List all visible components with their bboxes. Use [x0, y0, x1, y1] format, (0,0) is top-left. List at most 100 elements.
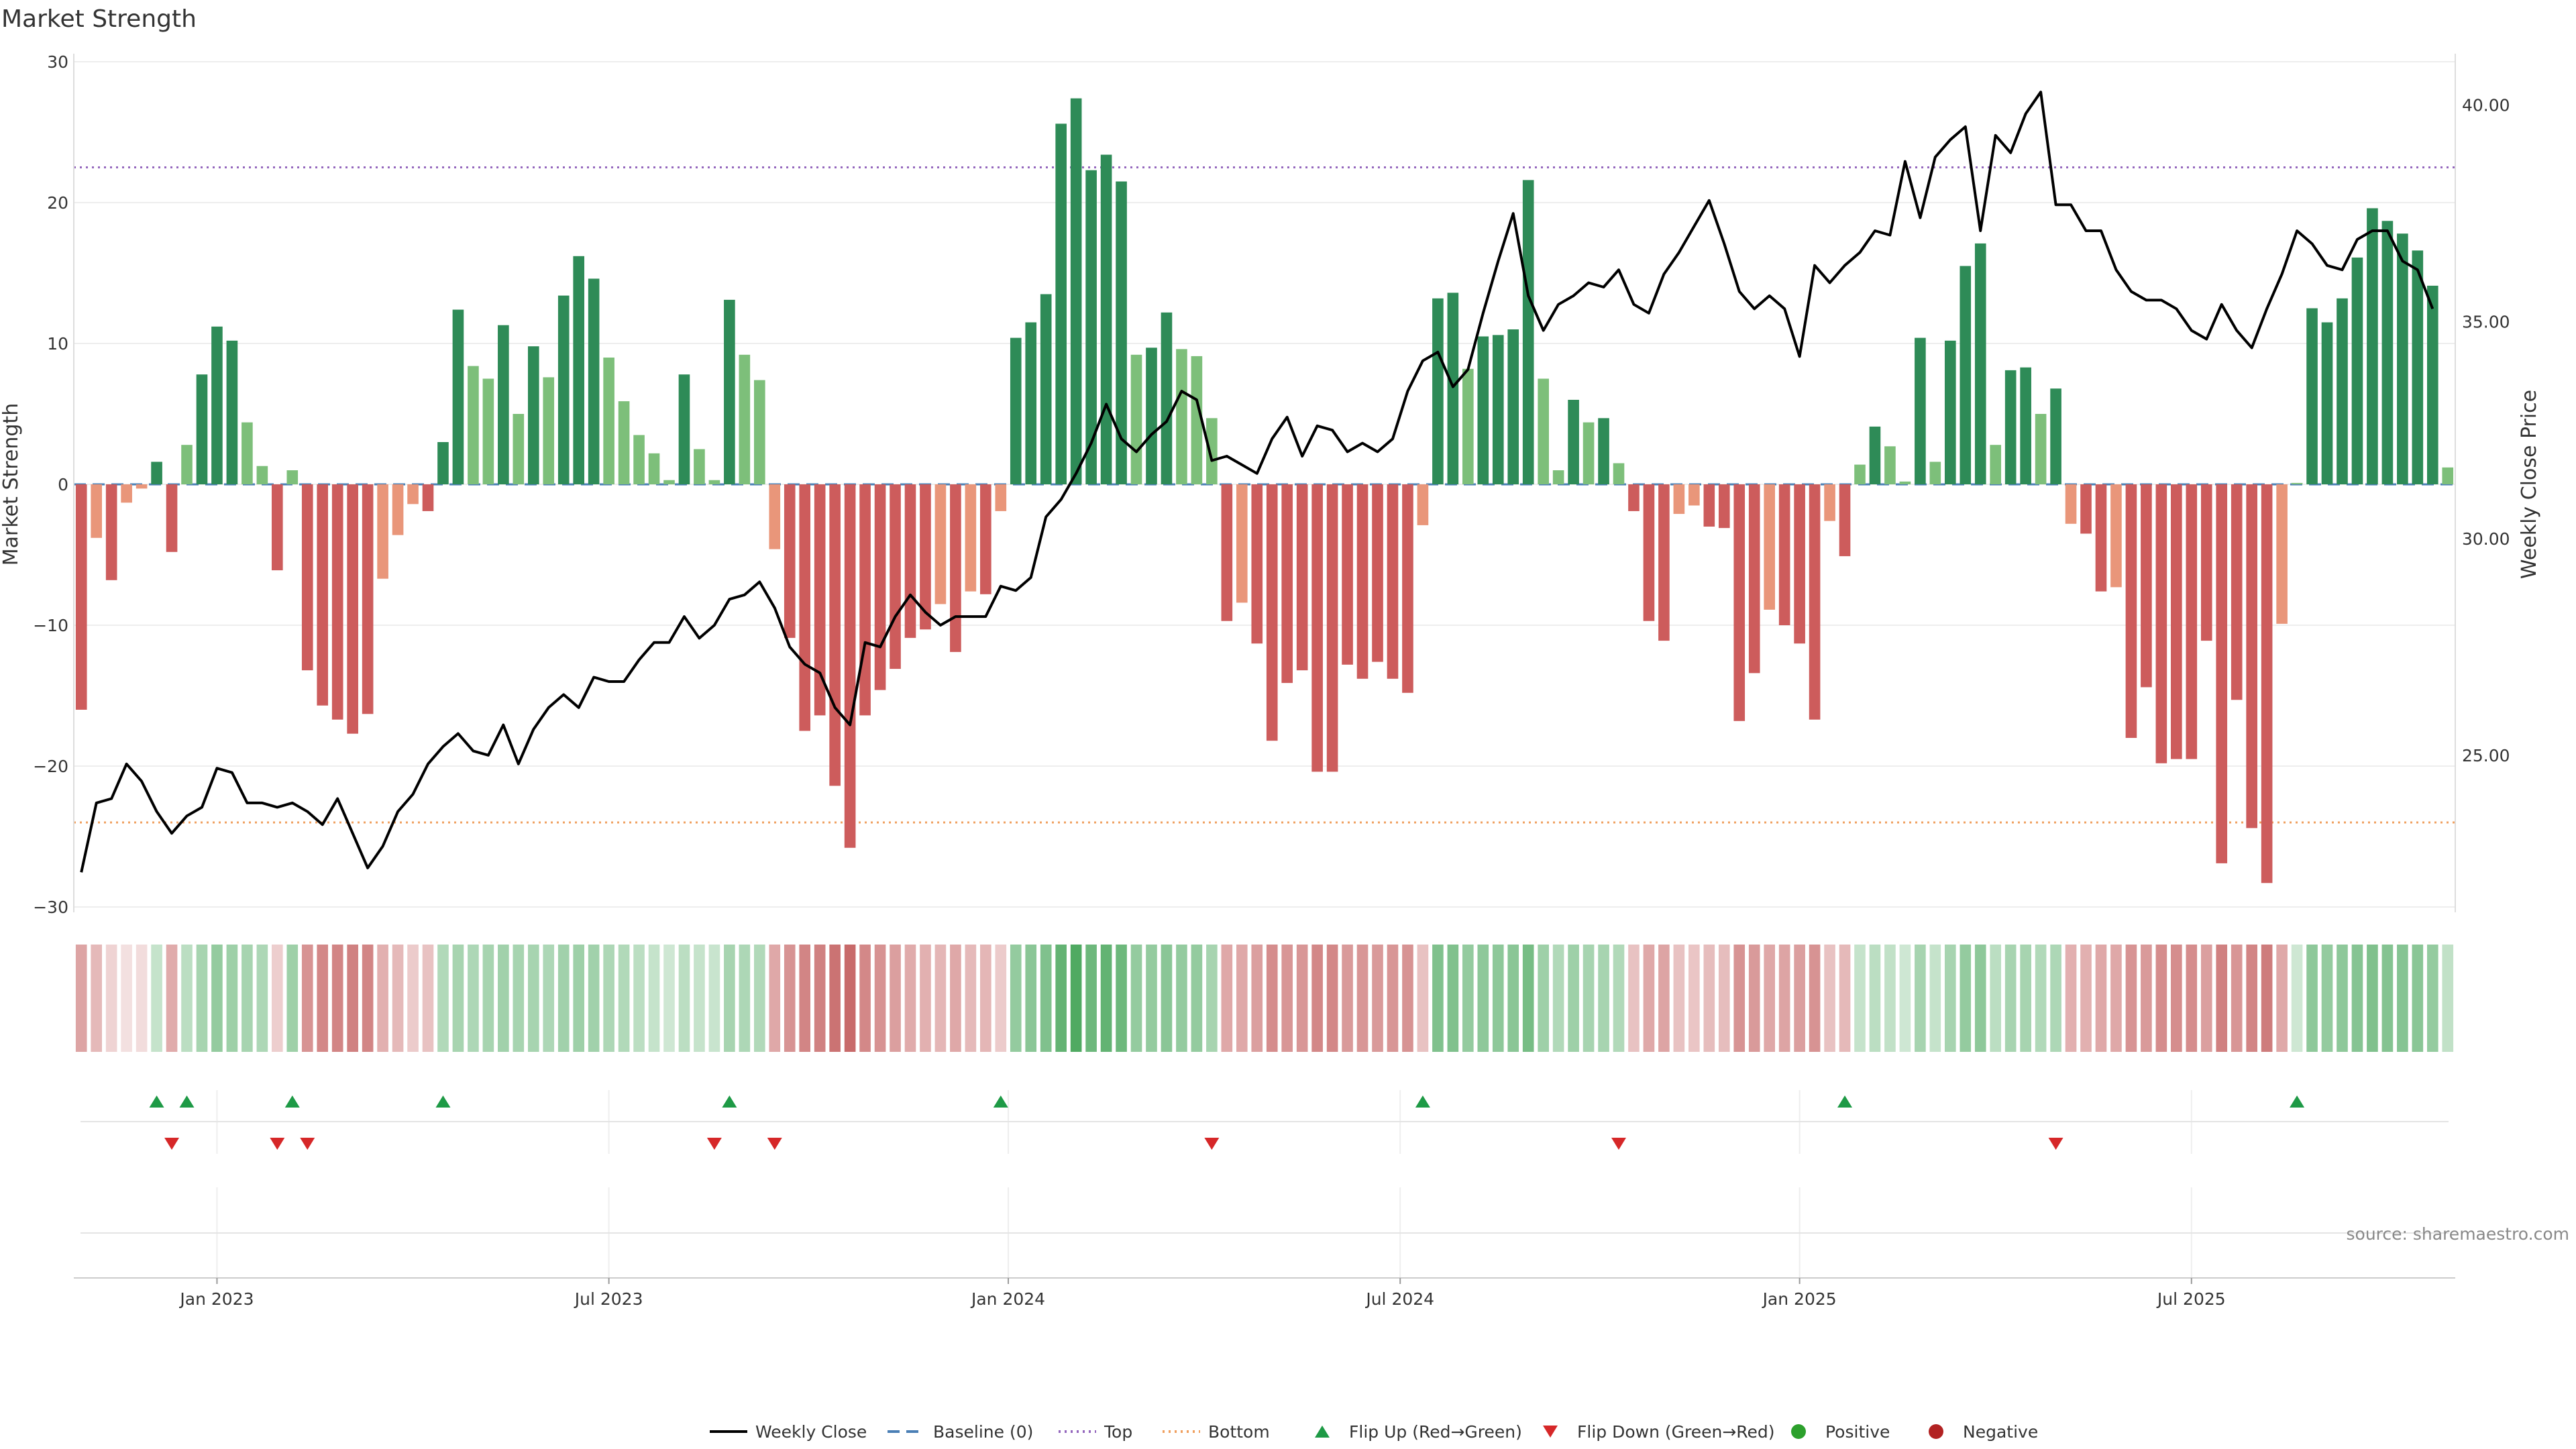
- heat-cell: [1040, 945, 1052, 1052]
- x-tick-label: Jan 2024: [970, 1289, 1045, 1309]
- strength-bar: [769, 484, 781, 549]
- y2-axis-label: Weekly Close Price: [2518, 390, 2541, 579]
- heat-cell: [2351, 945, 2363, 1052]
- heat-cell: [1372, 945, 1383, 1052]
- strength-bar: [1372, 484, 1383, 662]
- legend-item-positive: Positive: [1791, 1422, 1890, 1442]
- strength-bar: [1356, 484, 1368, 679]
- y-tick-label: −10: [33, 616, 68, 635]
- heat-cell: [588, 945, 600, 1052]
- strength-bar: [347, 484, 358, 734]
- source-note: source: sharemaestro.com: [2347, 1224, 2570, 1244]
- flip-down-marker: [164, 1138, 180, 1150]
- heat-cell: [1100, 945, 1112, 1052]
- strength-bar: [317, 484, 329, 706]
- y-axis-label: Market Strength: [0, 403, 23, 566]
- heat-cell: [2367, 945, 2378, 1052]
- flip-down-marker: [1204, 1138, 1220, 1150]
- heat-cell: [1025, 945, 1037, 1052]
- heat-cell: [498, 945, 509, 1052]
- y-tick-label: −20: [33, 757, 68, 776]
- heat-cell: [920, 945, 931, 1052]
- strength-bar: [136, 484, 148, 489]
- strength-bar: [1794, 484, 1805, 644]
- strength-bar: [1251, 484, 1263, 644]
- heat-cell: [1130, 945, 1142, 1052]
- heat-cell: [1070, 945, 1082, 1052]
- heat-cell: [1568, 945, 1579, 1052]
- strength-bar: [2426, 285, 2438, 484]
- x-tick-label: Jan 2025: [1762, 1289, 1837, 1309]
- strength-bar: [2171, 484, 2182, 759]
- heat-cell: [527, 945, 539, 1052]
- heat-cell: [904, 945, 916, 1052]
- heat-cell: [2412, 945, 2424, 1052]
- strength-bar: [814, 484, 826, 716]
- strength-bar: [890, 484, 901, 669]
- strength-bar: [226, 340, 238, 484]
- strength-bar: [1658, 484, 1670, 641]
- strength-bar: [1040, 294, 1052, 484]
- heat-cell: [226, 945, 238, 1052]
- heat-cell: [1613, 945, 1625, 1052]
- y2-tick-label: 25.00: [2462, 746, 2510, 765]
- strength-bar: [1010, 337, 1022, 484]
- heat-cell: [1146, 945, 1157, 1052]
- strength-bar: [1552, 470, 1564, 484]
- strength-bar: [196, 374, 208, 484]
- strength-bar: [2246, 484, 2257, 828]
- strength-bar: [91, 484, 103, 538]
- heat-cell: [980, 945, 991, 1052]
- heat-cell: [1960, 945, 1972, 1052]
- heat-cell: [1326, 945, 1338, 1052]
- heat-cell: [482, 945, 494, 1052]
- y2-tick-label: 40.00: [2462, 96, 2510, 115]
- strength-bar: [1778, 484, 1790, 625]
- strength-bar: [2442, 467, 2454, 484]
- strength-bar: [2080, 484, 2092, 534]
- heat-cell: [422, 945, 434, 1052]
- strength-bar: [1990, 445, 2002, 484]
- heat-cell: [784, 945, 796, 1052]
- heat-cell: [1839, 945, 1851, 1052]
- heat-cell: [1432, 945, 1444, 1052]
- heat-cell: [1915, 945, 1926, 1052]
- heat-cell: [1884, 945, 1896, 1052]
- strength-bar: [2004, 370, 2017, 484]
- strength-bar: [2186, 484, 2198, 759]
- heat-cell: [181, 945, 193, 1052]
- heat-cell: [648, 945, 660, 1052]
- heat-cell: [874, 945, 886, 1052]
- heat-cell: [1447, 945, 1459, 1052]
- strength-bar: [1055, 123, 1067, 484]
- strength-bar: [859, 484, 871, 716]
- x-tick-label: Jul 2023: [574, 1289, 643, 1309]
- strength-bar: [1733, 484, 1746, 721]
- strength-bar: [753, 380, 765, 484]
- strength-bar: [633, 435, 645, 484]
- heat-cell: [739, 945, 751, 1052]
- heat-cell: [1206, 945, 1218, 1052]
- heat-cell: [272, 945, 283, 1052]
- strength-bar: [256, 466, 268, 484]
- strength-bar: [1522, 180, 1534, 484]
- strength-bar: [2351, 257, 2363, 484]
- strength-bar: [1191, 356, 1203, 484]
- strength-bar: [1899, 481, 1911, 484]
- strength-bar: [1326, 484, 1338, 772]
- heat-cell: [1718, 945, 1730, 1052]
- heat-cell: [1552, 945, 1564, 1052]
- heat-cell: [1598, 945, 1609, 1052]
- flip-up-marker: [1837, 1095, 1853, 1108]
- heat-cell: [1794, 945, 1805, 1052]
- strength-bar: [2141, 484, 2152, 688]
- heat-cell: [196, 945, 208, 1052]
- strength-bar: [920, 484, 931, 630]
- heat-cell: [603, 945, 614, 1052]
- heat-cell: [2095, 945, 2107, 1052]
- strength-bar: [1417, 484, 1429, 525]
- heat-cell: [1809, 945, 1821, 1052]
- flip-up-marker: [1415, 1095, 1430, 1108]
- flip-down-marker: [706, 1138, 722, 1150]
